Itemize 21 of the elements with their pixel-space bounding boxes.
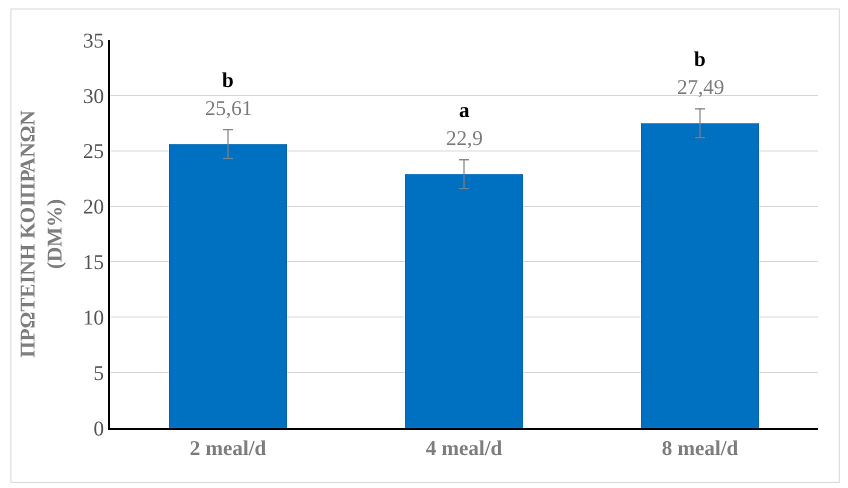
data-label: 27,49 — [677, 75, 724, 99]
annotation: b — [694, 47, 706, 71]
x-tick-label: 8 meal/d — [662, 436, 739, 460]
x-tick-label: 4 meal/d — [426, 436, 503, 460]
y-tick-label: 25 — [83, 139, 104, 164]
y-tick-label: 20 — [83, 194, 104, 219]
y-tick-label: 0 — [94, 416, 104, 440]
y-tick-label: 15 — [83, 250, 104, 274]
bar — [169, 144, 287, 428]
y-axis-title: ΠΡΩΤΕΙΝΗ ΚΟΙΠΡΑΝΩΝ (DM%) — [15, 110, 67, 358]
y-tick-label: 5 — [94, 360, 104, 385]
annotation: b — [222, 68, 234, 92]
data-label: 25,61 — [205, 96, 252, 120]
y-tick-label: 35 — [83, 28, 104, 52]
bar — [405, 174, 523, 428]
data-label: 22,9 — [446, 126, 483, 150]
annotation: a — [459, 98, 470, 122]
bar — [641, 123, 759, 428]
y-tick-label: 30 — [83, 84, 104, 108]
x-tick-label: 2 meal/d — [190, 436, 267, 460]
y-tick-label: 10 — [83, 305, 104, 330]
